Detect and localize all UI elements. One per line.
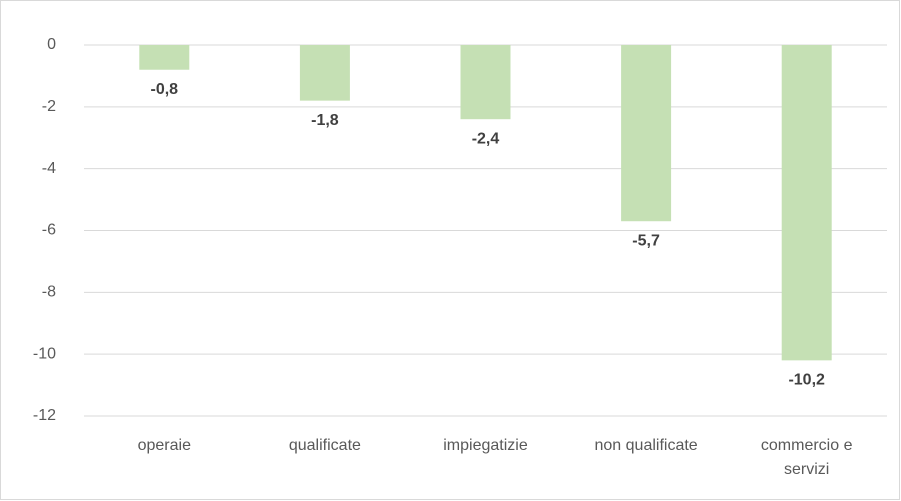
value-label: -2,4 bbox=[472, 130, 500, 147]
x-tick-label-box: commercio e servizi bbox=[760, 437, 853, 478]
y-tick-label: -6 bbox=[42, 222, 56, 239]
bar bbox=[781, 45, 832, 361]
value-label: -10,2 bbox=[788, 372, 825, 389]
x-tick-label: operaie bbox=[137, 437, 191, 454]
y-tick-label: 0 bbox=[47, 36, 56, 53]
x-tick-label-box: impiegatizie bbox=[443, 437, 528, 454]
value-label: -1,8 bbox=[311, 112, 339, 129]
bar bbox=[621, 45, 672, 222]
x-tick-label: non qualificate bbox=[594, 437, 698, 454]
value-label: -0,8 bbox=[151, 81, 179, 98]
x-tick-label-box: qualificate bbox=[288, 437, 361, 454]
x-tick-label-box: non qualificate bbox=[594, 437, 698, 454]
y-tick-label: -4 bbox=[42, 160, 56, 177]
y-tick-label: -10 bbox=[33, 345, 56, 362]
y-tick-label: -2 bbox=[42, 98, 56, 115]
x-tick-label: commercio e servizi bbox=[760, 437, 853, 478]
y-tick-label: -12 bbox=[33, 407, 56, 424]
x-tick-label-box: operaie bbox=[137, 437, 191, 454]
y-tick-label: -8 bbox=[42, 284, 56, 301]
bar bbox=[139, 45, 190, 70]
bar bbox=[299, 45, 350, 101]
value-label: -5,7 bbox=[632, 232, 660, 249]
bar bbox=[460, 45, 511, 120]
x-tick-label: qualificate bbox=[288, 437, 361, 454]
x-tick-label: impiegatizie bbox=[443, 437, 528, 454]
